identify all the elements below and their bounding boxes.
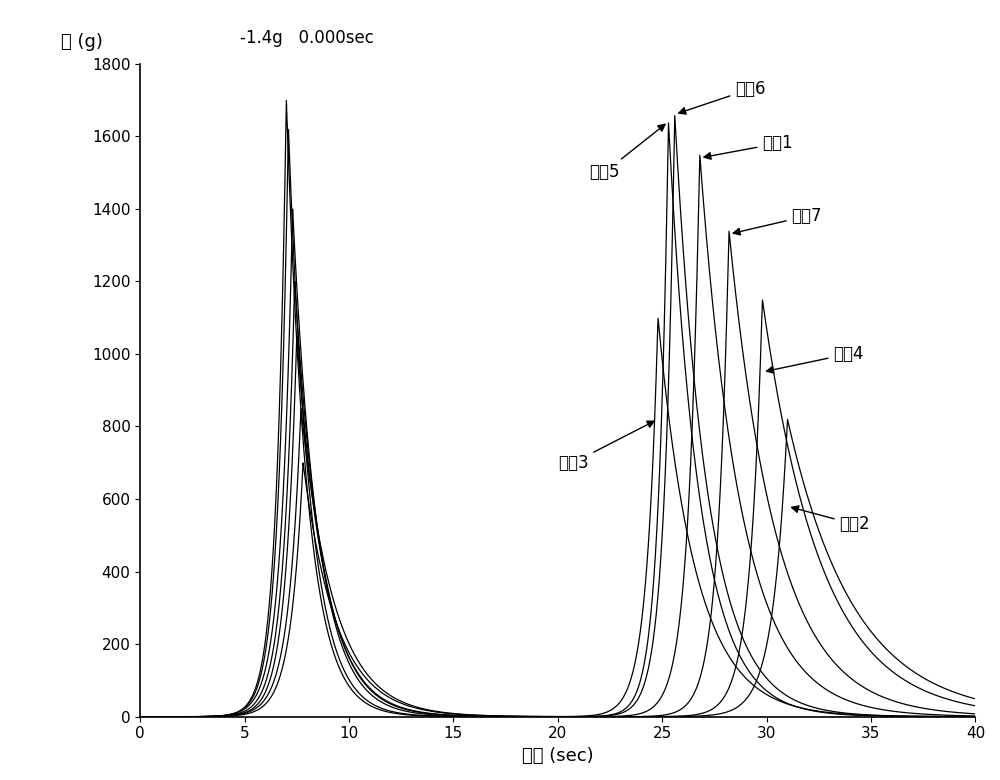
- Text: 编号6: 编号6: [679, 80, 766, 114]
- Text: 编号2: 编号2: [792, 506, 870, 534]
- Text: 编号4: 编号4: [767, 345, 864, 373]
- Text: -1.4g   0.000sec: -1.4g 0.000sec: [240, 30, 374, 48]
- Text: 编号1: 编号1: [704, 134, 793, 159]
- Text: 编号7: 编号7: [733, 207, 822, 235]
- Y-axis label: 力 (g): 力 (g): [61, 33, 103, 51]
- Text: 编号3: 编号3: [558, 421, 654, 472]
- Text: 编号5: 编号5: [589, 124, 665, 182]
- X-axis label: 时间 (sec): 时间 (sec): [522, 747, 594, 765]
